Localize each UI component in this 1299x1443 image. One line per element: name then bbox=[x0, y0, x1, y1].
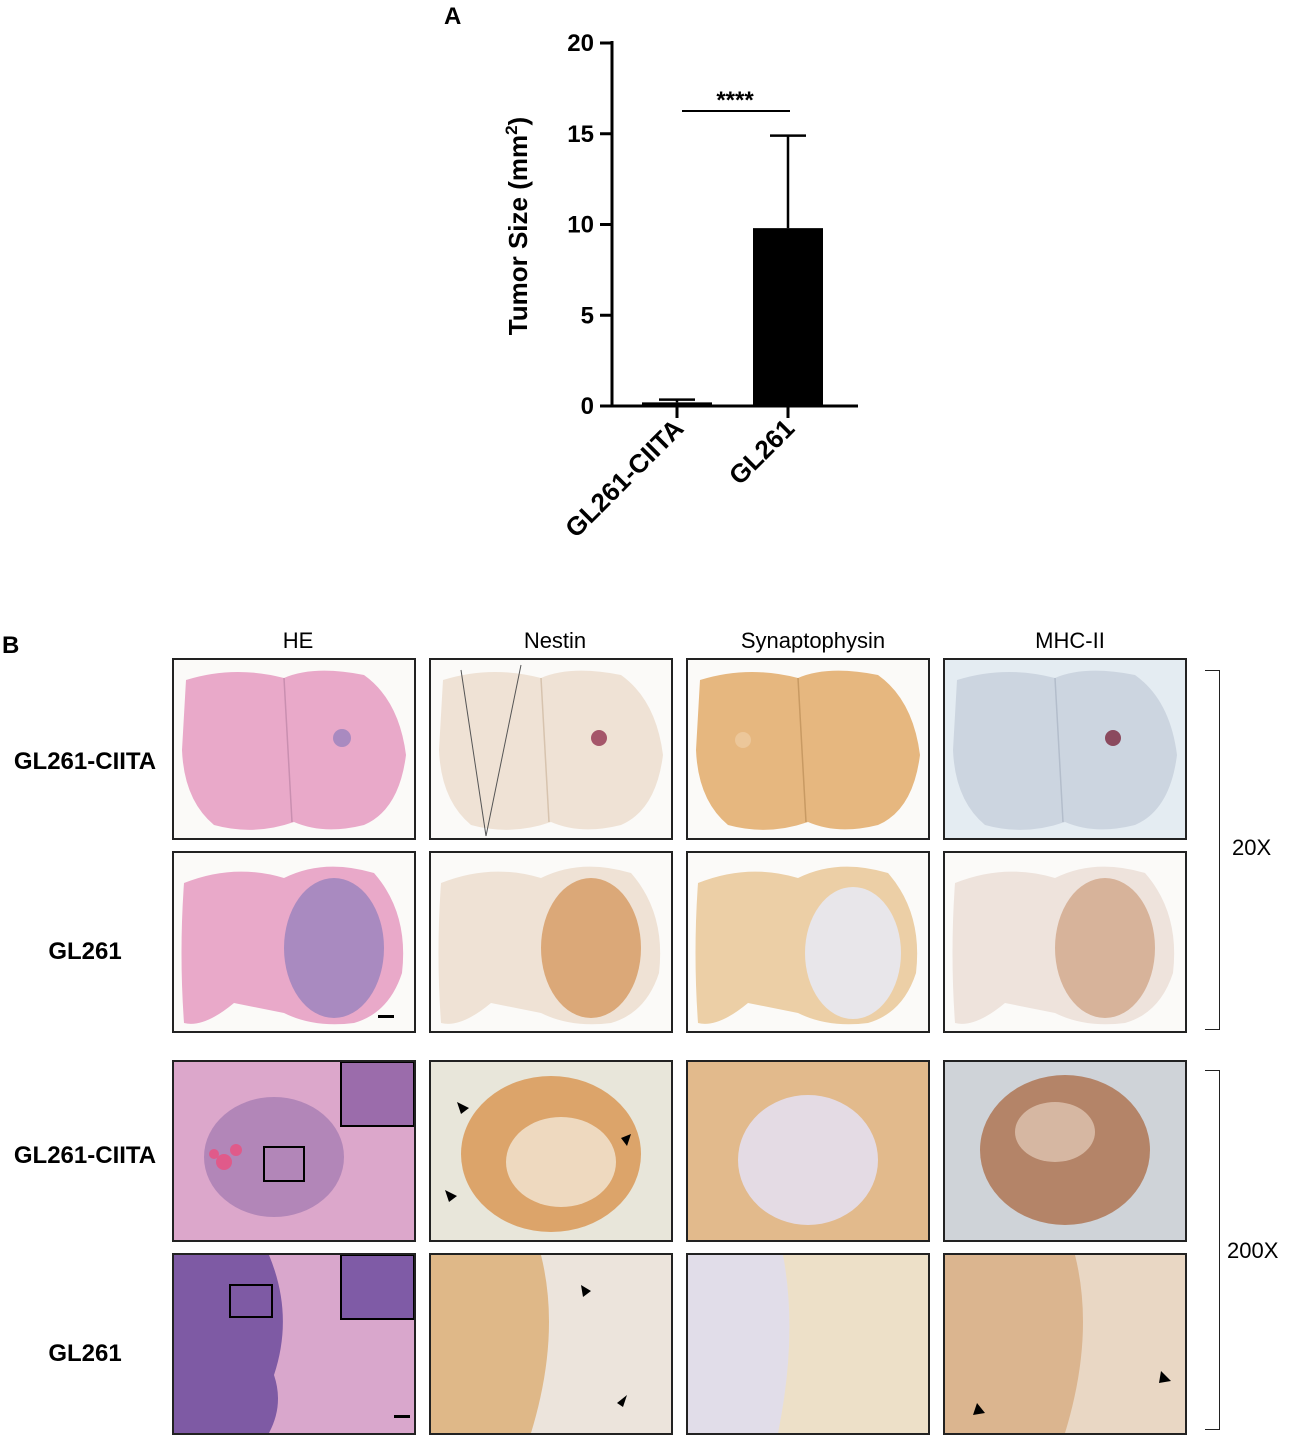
magnification-20x: 20X bbox=[1232, 835, 1272, 860]
panel-a-label: A bbox=[444, 3, 462, 30]
y-tick-label-4: 20 bbox=[567, 30, 594, 57]
tile-he-gl261-200x bbox=[172, 1253, 416, 1435]
tile-mhc-ii-ciita-20x bbox=[943, 658, 1187, 840]
y-tick-label-2: 10 bbox=[567, 212, 594, 239]
tile-mhc-ii-gl261-20x bbox=[943, 851, 1187, 1033]
tile-synaptophysin-ciita-200x bbox=[686, 1060, 930, 1242]
tile-nestin-gl261-200x bbox=[429, 1253, 673, 1435]
tile-nestin-gl261-20x bbox=[429, 851, 673, 1033]
significance-label: **** bbox=[716, 87, 754, 114]
x-tick-label-1: GL261 bbox=[723, 413, 800, 490]
row-label-gl261-ciita-20x: GL261-CIITA bbox=[13, 748, 157, 775]
tile-mhc-ii-gl261-200x bbox=[943, 1253, 1187, 1435]
tile-nestin-ciita-20x bbox=[429, 658, 673, 840]
y-axis-label: Tumor Size (mm2) bbox=[502, 117, 533, 335]
tumor-size-bar-chart: 0 5 10 15 20 GL261-CIITA GL261 Tumor Size (mm2)… bbox=[502, 30, 858, 543]
column-header-he: HE bbox=[282, 628, 314, 653]
tile-synaptophysin-gl261-200x bbox=[686, 1253, 930, 1435]
row-label-gl261-20x: GL261 bbox=[48, 938, 122, 965]
bracket-20x bbox=[1205, 670, 1220, 1030]
row-label-gl261-200x: GL261 bbox=[48, 1340, 122, 1367]
column-header-synaptophysin: Synaptophysin bbox=[740, 628, 886, 653]
x-tick-label-0: GL261-CIITA bbox=[559, 413, 689, 543]
y-tick-label-0: 0 bbox=[581, 393, 594, 420]
bar-1 bbox=[753, 228, 823, 406]
column-header-nestin: Nestin bbox=[523, 628, 587, 653]
tile-he-ciita-200x bbox=[172, 1060, 416, 1242]
bar-0 bbox=[642, 402, 712, 406]
row-label-gl261-ciita-200x: GL261-CIITA bbox=[13, 1142, 157, 1169]
tile-mhc-ii-ciita-200x bbox=[943, 1060, 1187, 1242]
tile-synaptophysin-ciita-20x bbox=[686, 658, 930, 840]
tile-he-gl261-20x bbox=[172, 851, 416, 1033]
tile-he-ciita-20x bbox=[172, 658, 416, 840]
tile-nestin-ciita-200x bbox=[429, 1060, 673, 1242]
bracket-200x bbox=[1205, 1070, 1220, 1430]
y-tick-label-3: 15 bbox=[567, 121, 594, 148]
magnification-200x: 200X bbox=[1227, 1238, 1279, 1263]
y-tick-label-1: 5 bbox=[581, 302, 594, 329]
tile-synaptophysin-gl261-20x bbox=[686, 851, 930, 1033]
panel-b-label: B bbox=[2, 632, 20, 659]
column-header-mhc-ii: MHC-II bbox=[1035, 628, 1105, 653]
